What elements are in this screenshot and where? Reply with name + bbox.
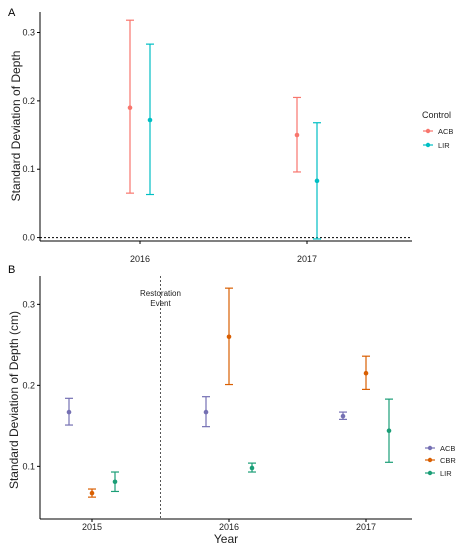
data-point-acb [66, 409, 72, 415]
data-point-lir [386, 428, 392, 434]
data-point-cbr [89, 490, 95, 496]
legend-key-point [425, 142, 431, 148]
data-point-acb [294, 132, 300, 138]
data-point-cbr [363, 370, 369, 376]
x-tick-label: 2017 [356, 522, 376, 532]
legend-key-point [427, 470, 433, 476]
legend-label: CBR [440, 456, 456, 465]
y-axis-title: Standard Deviation of Depth [9, 51, 23, 202]
annotation-label: Restoration [140, 289, 181, 298]
panel-a: A 0.0 0.1 0.2 0.3 2016 2017 Standard Deviation … [8, 7, 453, 264]
legend-label: ACB [438, 127, 453, 136]
panel-tag: A [8, 7, 16, 19]
y-tick-label: 0.1 [22, 461, 35, 471]
y-tick-label: 0.1 [22, 164, 35, 174]
legend: Control ACB LIR [422, 110, 453, 150]
data-point-acb [203, 409, 209, 415]
annotation-label: Event [150, 299, 171, 308]
data-point-acb [340, 413, 346, 419]
legend-key-point [427, 457, 433, 463]
legend: ACB CBR LIR [425, 444, 456, 478]
x-tick-label: 2017 [297, 254, 317, 264]
panel-tag: B [8, 264, 15, 276]
legend-label: LIR [440, 469, 452, 478]
data-point-lir [112, 479, 118, 485]
y-axis-title: Standard Deviation of Depth (cm) [7, 311, 21, 489]
data-point-lir [249, 465, 255, 471]
y-tick-label: 0.0 [22, 233, 35, 243]
x-tick-label: 2015 [82, 522, 102, 532]
x-tick-label: 2016 [219, 522, 239, 532]
x-tick-label: 2016 [130, 254, 150, 264]
legend-title: Control [422, 110, 451, 120]
y-tick-label: 0.3 [22, 299, 35, 309]
data-point-cbr [226, 334, 232, 340]
y-tick-label: 0.2 [22, 96, 35, 106]
data-point-lir [147, 117, 153, 123]
y-tick-label: 0.2 [22, 380, 35, 390]
legend-label: LIR [438, 141, 450, 150]
y-tick-label: 0.3 [22, 28, 35, 38]
x-axis-title: Year [214, 532, 238, 546]
legend-label: ACB [440, 444, 455, 453]
legend-key-point [427, 445, 433, 451]
data-point-acb [127, 105, 133, 111]
legend-key-point [425, 128, 431, 134]
data-point-lir [314, 178, 320, 184]
